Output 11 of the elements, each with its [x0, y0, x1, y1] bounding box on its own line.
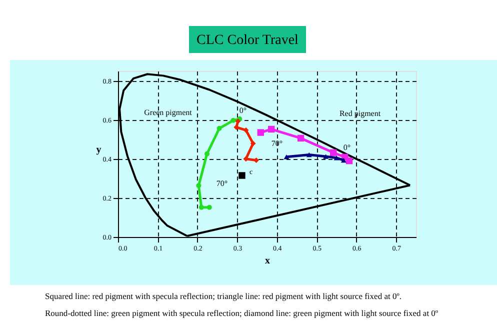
annotation: Green pigment: [144, 108, 193, 117]
y-axis-title: y: [96, 144, 102, 156]
text: Squared line: red pigment with specula reflection; triangle line: red pigment with light source fixed at 0º.: [45, 291, 402, 301]
annotation: 0°: [239, 106, 247, 115]
annotation: 70°: [216, 179, 228, 188]
annotation: 0°: [343, 143, 351, 152]
text: Round-dotted line: green pigment with specula reflection; diamond line: green pigment with light source fixed at 0º: [45, 308, 438, 318]
x-axis-title: x: [265, 256, 270, 266]
annotation: 70°: [271, 139, 283, 148]
chart-title: CLC Color Travel: [196, 33, 299, 48]
annotation: Red pigment: [339, 109, 382, 118]
